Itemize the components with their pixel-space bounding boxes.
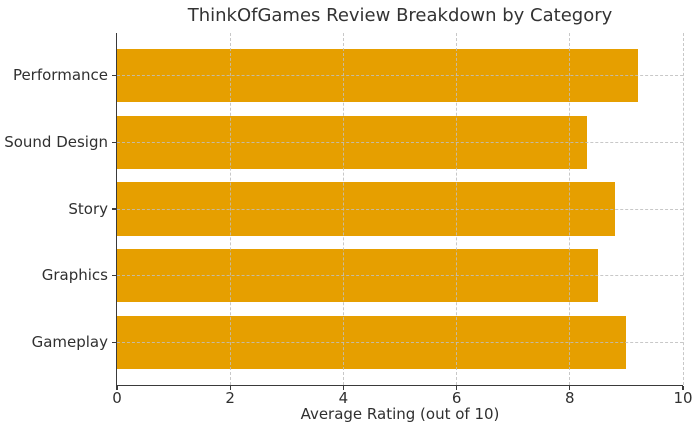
y-tick-label-gameplay: Gameplay [31,332,108,351]
y-tick-label-graphics: Graphics [41,266,108,285]
x-tickmark [682,386,684,391]
horizontal-gridline [117,75,683,77]
horizontal-gridline [117,208,683,210]
x-tickmark [569,386,571,391]
y-tickmark [111,275,116,277]
horizontal-gridline [117,141,683,143]
x-tickmark [229,386,231,391]
x-tickmark [342,386,345,391]
y-tickmark [111,208,116,210]
y-tick-label-story: Story [68,199,108,218]
y-tickmark [111,341,116,343]
y-tick-label-sound-design: Sound Design [4,132,108,151]
horizontal-gridline [117,341,683,343]
x-axis-spine [115,385,683,387]
x-tickmark [116,386,118,391]
vertical-gridline [682,33,684,385]
plot-area [117,33,684,385]
x-tickmark [455,386,458,391]
chart-title: ThinkOfGames Review Breakdown by Categor… [187,5,613,26]
horizontal-gridline [117,275,683,277]
x-axis-label: Average Rating (out of 10) [300,405,500,423]
y-tickmark [111,141,116,143]
y-tickmark [111,75,116,77]
y-tick-label-performance: Performance [12,66,108,85]
